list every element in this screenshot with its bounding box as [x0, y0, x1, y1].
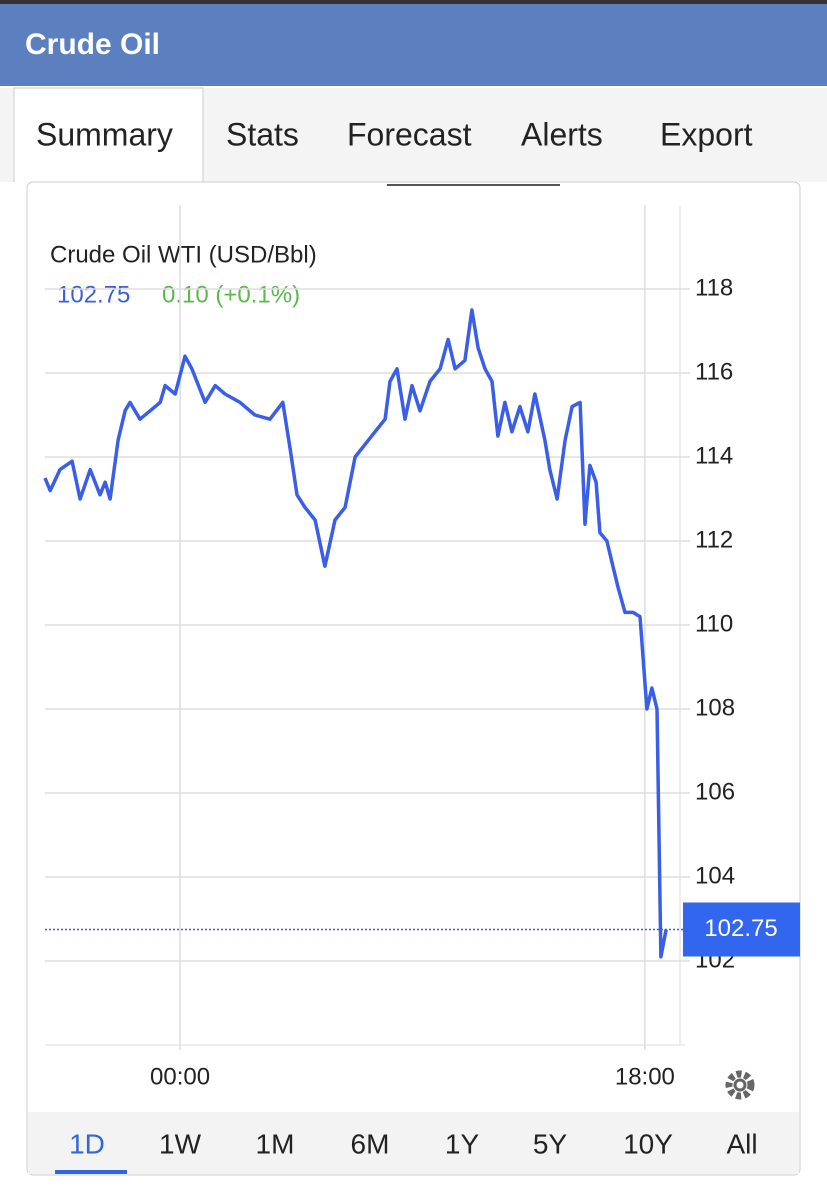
- y-tick-label: 112: [695, 526, 733, 553]
- last-price: 102.75: [57, 281, 130, 308]
- selected-tab: [13, 87, 204, 182]
- y-tick-label: 110: [695, 610, 733, 637]
- x-tick-label: 00:00: [150, 1063, 210, 1090]
- range-button[interactable]: All: [726, 1128, 757, 1159]
- range-button[interactable]: 10Y: [623, 1128, 673, 1159]
- price-line: [43, 308, 668, 959]
- chart-title: Crude Oil WTI (USD/Bbl): [50, 241, 317, 268]
- range-button[interactable]: 5Y: [533, 1128, 568, 1159]
- tab[interactable]: Stats: [226, 116, 299, 152]
- header-bar: [0, 4, 827, 86]
- range-button[interactable]: 1D: [69, 1128, 105, 1159]
- y-tick-label: 106: [695, 778, 735, 805]
- range-button[interactable]: 1Y: [445, 1128, 480, 1159]
- range-bar: [28, 1112, 799, 1174]
- chart-panel: [26, 181, 801, 1176]
- tab[interactable]: Export: [660, 116, 753, 152]
- y-tick-label: 114: [695, 442, 733, 469]
- tab[interactable]: Forecast: [347, 116, 472, 152]
- y-tick-label: 116: [695, 358, 733, 385]
- y-tick-label: 108: [695, 694, 735, 721]
- header-title: Crude Oil: [25, 28, 160, 61]
- y-tick-label: 118: [695, 274, 733, 301]
- tab[interactable]: Alerts: [521, 116, 603, 152]
- range-button[interactable]: 1W: [159, 1128, 202, 1159]
- tab[interactable]: Summary: [36, 116, 173, 152]
- settings-icon[interactable]: [725, 1070, 755, 1100]
- y-tick-label: 104: [695, 862, 735, 889]
- price-change: 0.10 (+0.1%): [162, 281, 300, 308]
- last-price-label: 102.75: [704, 915, 777, 942]
- x-tick-label: 18:00: [615, 1063, 675, 1090]
- range-button[interactable]: 1M: [256, 1128, 295, 1159]
- last-price-box: [683, 902, 800, 957]
- range-button[interactable]: 6M: [351, 1128, 390, 1159]
- top-strip: [0, 0, 827, 4]
